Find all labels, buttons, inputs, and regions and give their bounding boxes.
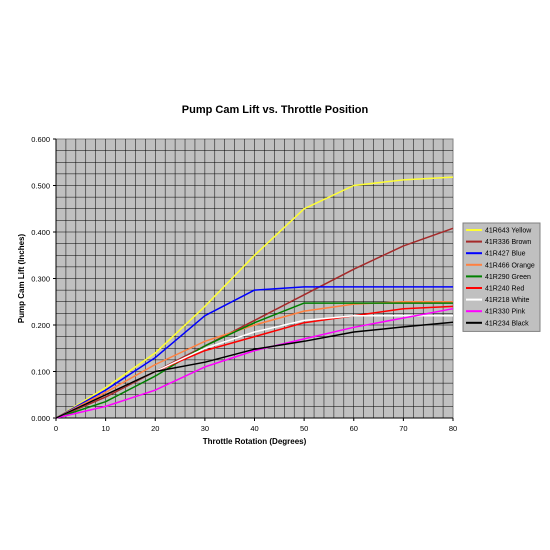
grid-lines (55, 139, 453, 419)
y-tick-label: 0.400 (31, 228, 50, 237)
series-line (55, 286, 453, 419)
y-axis-label: Pump Cam Lift (Inches) (17, 233, 26, 323)
legend-label: 41R290 Green (485, 274, 531, 281)
y-tick-label: 0.600 (31, 135, 50, 144)
series-line (55, 307, 454, 419)
chart-title: Pump Cam Lift vs. Throttle Position (182, 104, 369, 116)
legend-label: 41R218 White (485, 297, 529, 304)
series-line (55, 176, 454, 419)
legend-label: 41R427 Blue (485, 251, 526, 258)
x-tick-label: 10 (101, 424, 109, 433)
x-tick-label: 70 (399, 424, 407, 433)
legend: 41R643 Yellow 41R336 Brown 41R427 Blue 41R4… (462, 222, 541, 332)
series-line (55, 321, 454, 419)
x-axis-label: Throttle Rotation (Degrees) (203, 437, 307, 446)
series-layer (55, 176, 454, 419)
legend-label: 41R466 Orange (485, 262, 535, 269)
y-tick-label: 0.300 (31, 275, 50, 284)
x-tick-label: 20 (151, 424, 159, 433)
legend-label: 41R330 Pink (485, 309, 526, 316)
x-tick-label: 60 (350, 424, 358, 433)
legend-label: 41R643 Yellow (485, 228, 532, 235)
x-tick-label: 40 (250, 424, 258, 433)
y-tick-label: 0.100 (31, 368, 50, 377)
y-tick-label: 0.200 (31, 321, 50, 330)
legend-label: 41R336 Brown (485, 239, 531, 246)
legend-label: 41R240 Red (485, 286, 524, 293)
x-tick-label: 30 (201, 424, 209, 433)
series-line (55, 227, 454, 419)
x-tick-label: 80 (449, 424, 457, 433)
series-line (55, 302, 453, 419)
x-tick-label: 0 (54, 424, 58, 433)
legend-label: 41R234 Black (485, 320, 529, 327)
y-tick-label: 0.000 (31, 414, 50, 423)
y-tick-label: 0.500 (31, 182, 50, 191)
tick-labels: 0 10 20 30 40 50 60 70 80 0.000 0.100 0.200 0.300 0.4… (31, 135, 457, 433)
x-tick-label: 50 (300, 424, 308, 433)
